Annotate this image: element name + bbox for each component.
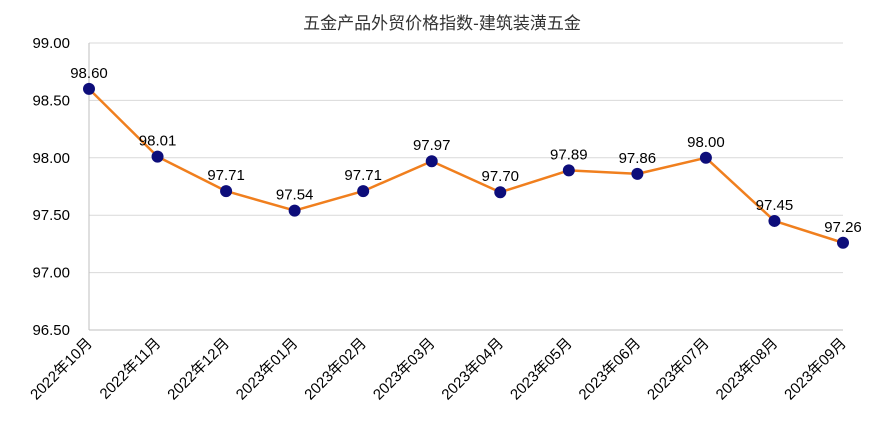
x-axis-ticks: 2022年10月 2022年11月 2022年12月 2023年01月 2023年02月… (27, 335, 850, 404)
data-label: 97.89 (550, 146, 588, 163)
x-tick-label: 2023年04月 (438, 335, 507, 404)
data-label: 97.71 (207, 167, 245, 184)
data-point (425, 155, 438, 168)
data-label: 97.45 (756, 197, 794, 214)
data-point (837, 236, 849, 249)
y-axis-ticks: 96.50 97.00 97.50 98.00 98.50 99.00 (32, 35, 70, 339)
data-label: 97.86 (619, 150, 657, 167)
grid-lines (88, 42, 843, 331)
series-line (88, 88, 844, 244)
x-tick-label: 2023年01月 (233, 335, 302, 404)
x-tick-label: 2023年09月 (781, 335, 850, 404)
y-tick-label: 97.00 (32, 265, 70, 282)
data-label: 97.70 (481, 168, 519, 185)
data-label: 97.54 (276, 187, 314, 204)
data-label: 98.01 (139, 133, 177, 150)
data-point (220, 185, 233, 198)
y-tick-label: 96.50 (32, 322, 70, 339)
x-tick-label: 2022年10月 (27, 335, 96, 404)
x-tick-label: 2023年08月 (713, 335, 782, 404)
x-tick-label: 2023年07月 (644, 335, 713, 404)
data-point (699, 151, 712, 164)
data-point (768, 214, 781, 227)
y-tick-label: 99.00 (32, 35, 70, 52)
y-tick-label: 98.00 (32, 150, 70, 167)
data-label: 98.00 (687, 134, 725, 151)
chart-title: 五金产品外贸价格指数-建筑装潢五金 (303, 14, 581, 33)
data-point (494, 186, 507, 199)
data-label: 97.26 (824, 219, 862, 236)
data-series (83, 82, 849, 249)
data-point (631, 167, 644, 180)
x-tick-label: 2023年05月 (507, 335, 576, 404)
data-point (288, 204, 301, 217)
data-point (357, 185, 370, 198)
data-point (83, 82, 95, 95)
data-labels: 98.60 98.01 97.71 97.54 97.71 97.97 97.70 97.89… (70, 65, 862, 236)
y-tick-label: 98.50 (32, 92, 70, 109)
data-label: 97.71 (344, 167, 382, 184)
x-tick-label: 2023年02月 (301, 335, 370, 404)
x-tick-label: 2022年12月 (164, 335, 233, 404)
y-tick-label: 97.50 (32, 207, 70, 224)
data-point (562, 164, 575, 177)
data-label: 98.60 (70, 65, 108, 82)
x-tick-label: 2023年03月 (370, 335, 439, 404)
data-label: 97.97 (413, 137, 451, 154)
x-tick-label: 2023年06月 (576, 335, 645, 404)
data-point (151, 150, 164, 163)
x-tick-label: 2022年11月 (97, 335, 165, 403)
